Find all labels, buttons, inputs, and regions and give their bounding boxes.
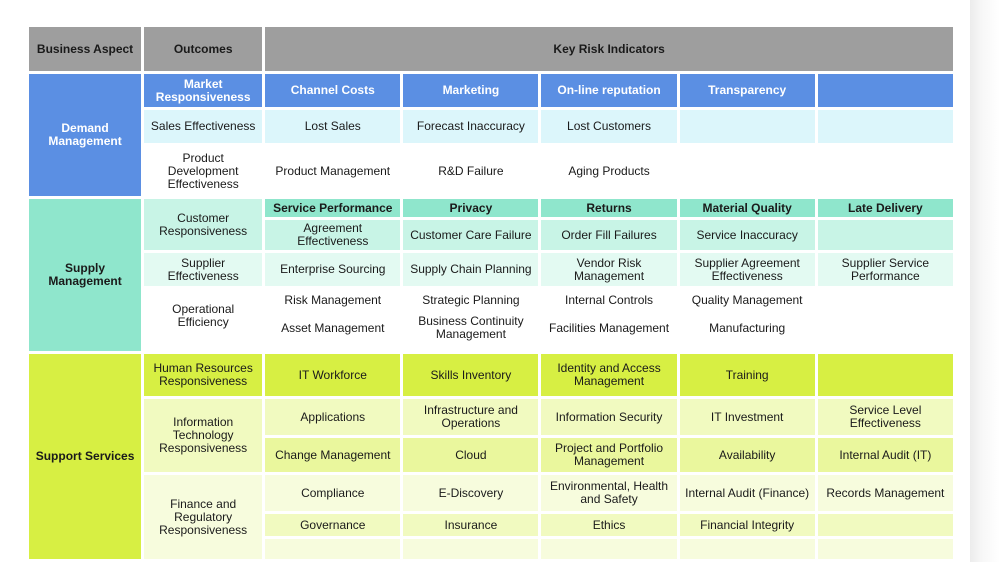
kri-cell [817,110,953,143]
kri-cell: Infrastructure and Operations [403,399,539,435]
kri-header: Key Risk Indicators [265,27,953,71]
kri-cell: Supply Chain Planning [403,253,539,286]
kri-cell: Forecast Inaccuracy [403,110,539,143]
table-row-spacer [29,345,953,351]
outcome-cell: Product Development Effectiveness [144,146,263,196]
kri-cell: Product Management [265,146,401,196]
kri-cell [817,354,953,396]
header-row: Business Aspect Outcomes Key Risk Indica… [29,27,953,71]
kri-cell: Lost Customers [541,110,677,143]
kri-cell: Marketing [403,74,539,107]
kri-cell: Compliance [265,475,401,511]
kri-cell: Transparency [679,74,815,107]
outcome-cell: Finance and Regulatory Responsiveness [144,475,263,559]
business-aspect-header: Business Aspect [29,27,142,71]
kri-cell: Insurance [403,514,539,536]
kri-cell: Training [679,354,815,396]
table-row: Operational Efficiency Risk Management S… [29,289,953,342]
kri-cell: Financial Integrity [679,514,815,536]
kri-cell: Privacy [403,199,539,217]
outcome-cell: Operational Efficiency [144,289,263,342]
kri-cell: On-line reputation [541,74,677,107]
kri-cell: Late Delivery [817,199,953,217]
kri-cell: Supplier Agreement Effectiveness [679,253,815,286]
kri-cell: Strategic Planning [403,289,539,311]
kri-cell [679,146,815,196]
kri-cell: Service Performance [265,199,401,217]
demand-management-aspect: Demand Management [29,74,142,196]
table-row-cut-off [29,539,953,559]
kri-cell: Records Management [817,475,953,511]
kri-cell: Quality Management [679,289,815,311]
kri-cell: Agreement Effectiveness [265,220,401,250]
kri-cell: Identity and Access Management [541,354,677,396]
table-row: Change Management Cloud Project and Port… [29,438,953,472]
kri-cell: Service Inaccuracy [679,220,815,250]
kri-cell: Applications [265,399,401,435]
kri-cell: Internal Controls [541,289,677,311]
kri-cell: Environmental, Health and Safety [541,475,677,511]
kri-cell: Internal Audit (IT) [817,438,953,472]
outcome-cell: Customer Responsiveness [144,199,263,250]
kri-cell: Enterprise Sourcing [265,253,401,286]
kri-cell: Order Fill Failures [541,220,677,250]
kri-cell: Skills Inventory [403,354,539,396]
table-row: Support Services Human Resources Respons… [29,354,953,559]
kri-cell [817,289,953,311]
kri-cell: Service Level Effectiveness [817,399,953,435]
kri-cell: Ethics [541,514,677,536]
kri-cell [817,74,953,107]
kri-cell: IT Workforce [265,354,401,396]
key-risk-indicators-table: Business Aspect Outcomes Key Risk Indica… [26,24,956,562]
kri-cell: Risk Management [265,289,401,311]
page-edge-shadow [970,0,1000,562]
kri-cell: Change Management [265,438,401,472]
outcome-cell: Sales Effectiveness [144,110,263,143]
kri-cell: Vendor Risk Management [541,253,677,286]
outcome-cell: Market Responsiveness [144,74,263,107]
kri-cell: Asset Management [265,314,401,342]
kri-cell: Returns [541,199,677,217]
kri-cell: Material Quality [679,199,815,217]
kri-cell: Availability [679,438,815,472]
kri-cell: Customer Care Failure [403,220,539,250]
kri-cell: Lost Sales [265,110,401,143]
table-row: Information Technology Responsiveness Ap… [29,399,953,472]
kri-cell [817,146,953,196]
table-row: Agreement Effectiveness Customer Care Fa… [29,220,953,250]
kri-cell: Aging Products [541,146,677,196]
table-row: Asset Management Business Continuity Man… [29,314,953,342]
kri-cell: IT Investment [679,399,815,435]
kri-cell: Cloud [403,438,539,472]
outcome-cell: Human Resources Responsiveness [144,354,263,396]
support-services-aspect: Support Services [29,354,142,559]
kri-cell: R&D Failure [403,146,539,196]
kri-cell: Manufacturing [679,314,815,342]
outcome-cell: Information Technology Responsiveness [144,399,263,472]
supply-management-aspect: Supply Management [29,199,142,351]
table-row: Product Development Effectiveness Produc… [29,146,953,196]
kri-cell: Facilities Management [541,314,677,342]
table-row: Sales Effectiveness Lost Sales Forecast … [29,110,953,143]
table-row: Finance and Regulatory Responsiveness Co… [29,475,953,559]
table-row: Supplier Effectiveness Enterprise Sourci… [29,253,953,286]
kri-cell [817,220,953,250]
kri-cell: Governance [265,514,401,536]
kri-cell [817,314,953,342]
table-row: Governance Insurance Ethics Financial In… [29,514,953,536]
kri-cell: Supplier Service Performance [817,253,953,286]
kri-cell [817,514,953,536]
kri-cell: Internal Audit (Finance) [679,475,815,511]
kri-cell: Project and Portfolio Management [541,438,677,472]
kri-cell: Channel Costs [265,74,401,107]
kri-cell: Information Security [541,399,677,435]
kri-cell [679,110,815,143]
kri-cell: Business Continuity Management [403,314,539,342]
table-row: Supply Management Customer Responsivenes… [29,199,953,351]
kri-cell: E-Discovery [403,475,539,511]
outcomes-header: Outcomes [144,27,263,71]
table-row: Demand Management Market Responsiveness … [29,74,953,196]
outcome-cell: Supplier Effectiveness [144,253,263,286]
